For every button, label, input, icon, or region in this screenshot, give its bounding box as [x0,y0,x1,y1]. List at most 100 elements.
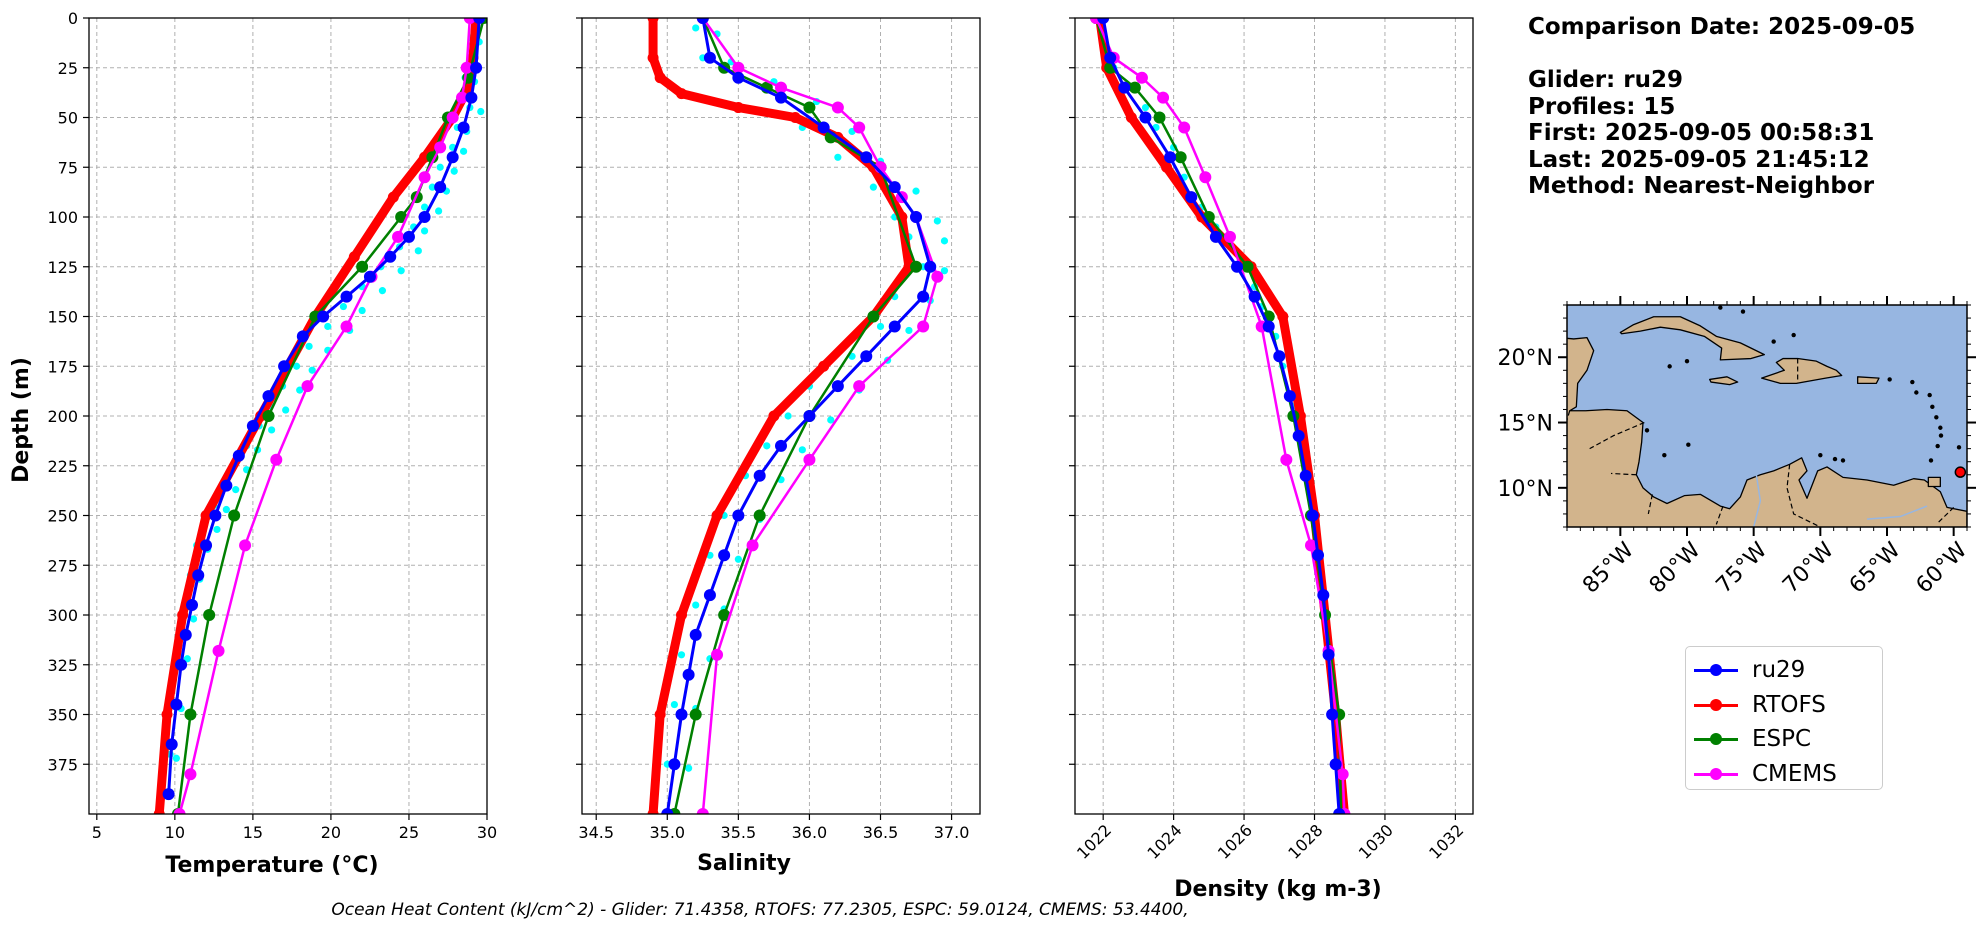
series-point-ru29 [1312,549,1325,562]
y-tick-label: 250 [47,507,78,526]
series-point-ru29 [775,439,787,452]
series-point-ru29 [1248,290,1261,303]
series-point-cmems [212,644,225,657]
series-point-cmems [184,768,197,781]
series-point-espc [356,260,369,273]
series-point-rtofs [676,609,687,621]
island [1935,443,1940,449]
last-time: Last: 2025-09-05 21:45:12 [1528,146,1870,173]
series-point-ru29 [888,320,901,333]
series-point-cmems [732,61,745,74]
x-tick-label: 20 [321,823,341,842]
series-point-espc [262,410,275,422]
y-tick-label: 375 [47,755,78,774]
glider-profile-point [420,227,429,235]
glider-profile-point [232,486,240,494]
series-point-ru29 [732,509,745,522]
series-point-espc [203,609,216,621]
series-point-ru29 [470,61,483,74]
y-tick-label: 100 [47,208,78,227]
series-point-ru29 [296,330,309,343]
x-tick-label: 1028 [1284,821,1326,863]
country-border [1567,410,1571,423]
series-point-cmems [463,18,476,24]
series-point-rtofs [789,112,801,123]
glider-profile-point [292,362,301,370]
series-point-espc [803,101,816,114]
y-tick-label: 150 [47,308,78,327]
y-tick-label: 275 [47,556,78,575]
series-point-espc [1128,81,1141,94]
legend-item-rtofs: RTOFS [1694,688,1882,723]
island [1887,377,1892,382]
series-point-rtofs [200,510,212,521]
landmass [1857,376,1880,385]
glider-profile-point [677,651,686,659]
glider-profile-point [435,207,443,215]
series-point-ru29 [340,290,353,303]
series-point-cmems [775,81,787,94]
series-point-espc [228,509,241,522]
series-point-ru29 [1326,708,1339,721]
island [1686,442,1691,447]
series-point-ru29 [465,91,478,104]
series-point-ru29 [220,479,233,492]
glider-profile-point [692,601,700,609]
series-point-rtofs [161,709,173,720]
x-tick-label: 30 [477,823,497,842]
series-point-ru29 [1329,758,1342,771]
series-point-ru29 [1333,808,1346,814]
series-point-ru29 [418,211,431,223]
landmass [1761,357,1843,385]
glider-profile-point [358,306,366,315]
y-tick-label: 0 [68,9,78,28]
series-line-ru29 [167,18,481,795]
series-point-cmems [1280,453,1293,466]
series-point-cmems [456,91,469,104]
ohc-footer: Ocean Heat Content (kJ/cm^2) - Glider: 7… [331,900,1189,920]
series-point-cmems [831,101,844,114]
x-tick-label: 1026 [1214,821,1256,863]
country-border [1647,494,1653,515]
glider-profile-point [183,655,191,663]
series-point-cmems [1223,230,1236,243]
series-point-ru29 [860,350,873,363]
series-point-cmems [803,453,816,466]
glider-profile-point [940,237,949,245]
x-tick-label: 37.0 [934,823,970,842]
x-tick-label: 15 [243,823,263,842]
series-point-ru29 [1139,111,1152,124]
x-tick-label: 35.5 [721,823,757,842]
y-tick-label: 225 [47,457,78,476]
plot-area [1090,18,1351,814]
series-point-ru29 [1104,51,1117,64]
glider-profile-point [378,287,387,295]
series-point-rtofs [647,52,659,64]
plot-area [153,18,487,814]
series-point-ru29 [924,260,937,273]
series-point-cmems [1135,71,1148,84]
x-tick-label: 10 [165,823,185,842]
series-point-ru29 [1097,18,1110,24]
country-border [1937,506,1955,524]
map-lon-label: 65°W [1845,538,1906,599]
glider-profile-point [189,615,198,623]
series-point-ru29 [661,808,674,814]
series-point-espc [1241,260,1254,273]
series-point-ru29 [1118,81,1131,94]
series-point-cmems [1178,121,1191,134]
profile-count: Profiles: 15 [1528,93,1676,120]
series-point-cmems [931,270,944,283]
glider-profile-point [869,183,877,191]
series-point-ru29 [186,599,199,612]
x-tick-label: 1030 [1355,821,1397,863]
series-point-ru29 [1283,390,1296,403]
x-tick-label: 35.0 [649,823,685,842]
series-point-ru29 [384,250,397,263]
y-tick-label: 50 [58,109,78,128]
map-lon-label: 75°W [1712,538,1773,599]
series-point-ru29 [817,121,830,134]
legend-item-cmems: CMEMS [1694,757,1882,792]
series-point-ru29 [888,181,901,194]
